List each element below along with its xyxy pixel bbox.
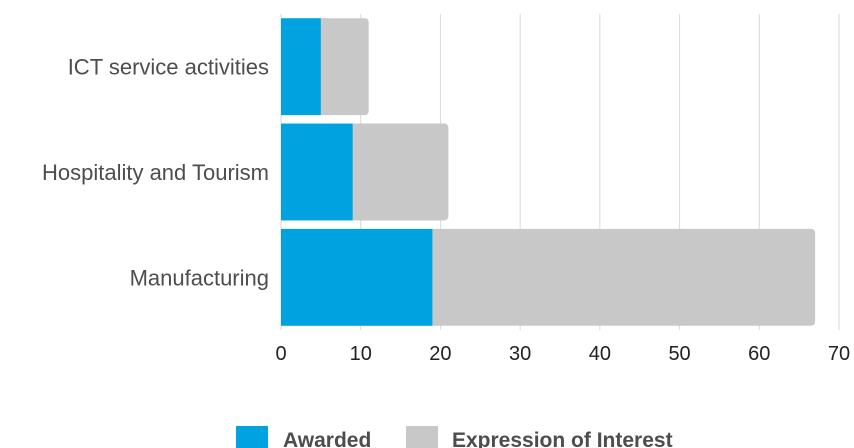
x-tick-label-0: 0 bbox=[275, 343, 286, 365]
bar-expression-of-interest-0 bbox=[320, 18, 369, 116]
category-label-1: Hospitality and Tourism bbox=[42, 160, 269, 185]
x-axis-tick-labels: 0 10 20 30 40 50 60 70 bbox=[275, 343, 850, 365]
bar-awarded-0 bbox=[281, 18, 321, 116]
category-label-2: Manufacturing bbox=[130, 265, 269, 290]
legend-label-1: Expression of Interest bbox=[452, 429, 673, 448]
x-tick-label-40: 40 bbox=[589, 343, 611, 365]
bar-expression-of-interest-1 bbox=[352, 123, 449, 221]
x-tick-label-70: 70 bbox=[828, 343, 850, 365]
x-tick-label-10: 10 bbox=[350, 343, 372, 365]
bar-fill-0 bbox=[320, 18, 327, 116]
bars bbox=[281, 18, 816, 326]
legend: Awarded Expression of Interest bbox=[236, 426, 673, 448]
legend-label-0: Awarded bbox=[283, 429, 371, 448]
bar-fill-1 bbox=[352, 123, 359, 221]
x-tick-label-30: 30 bbox=[509, 343, 531, 365]
legend-swatch-1 bbox=[406, 426, 438, 448]
category-label-0: ICT service activities bbox=[68, 55, 269, 80]
legend-swatch-0 bbox=[236, 426, 268, 448]
bar-expression-of-interest-2 bbox=[432, 228, 816, 326]
bar-awarded-1 bbox=[281, 123, 353, 221]
category-labels: ICT service activities Hospitality and To… bbox=[42, 55, 269, 291]
bar-fill-2 bbox=[432, 228, 439, 326]
x-tick-label-20: 20 bbox=[429, 343, 451, 365]
x-tick-label-50: 50 bbox=[668, 343, 690, 365]
x-tick-label-60: 60 bbox=[748, 343, 770, 365]
bar-awarded-2 bbox=[281, 228, 433, 326]
